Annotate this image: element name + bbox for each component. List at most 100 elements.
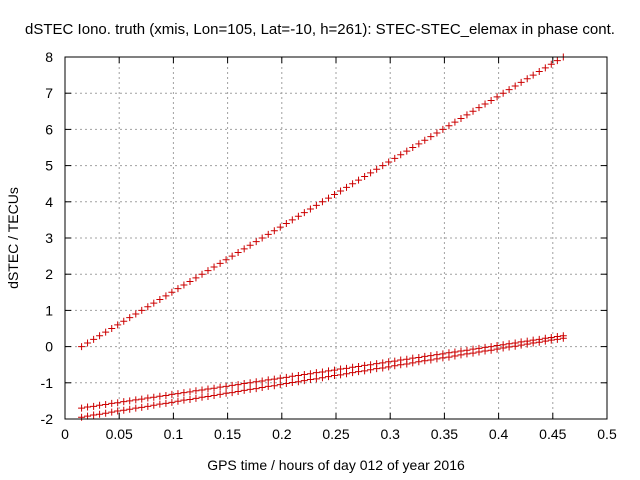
data-point-series-1	[132, 310, 140, 318]
data-point-series-3	[138, 403, 146, 411]
x-tick-label: 0.45	[539, 426, 566, 442]
data-point-series-3	[282, 380, 290, 388]
data-point-series-2	[96, 401, 104, 409]
data-point-series-1	[90, 335, 98, 343]
data-point-series-2	[234, 381, 242, 389]
data-point-series-1	[126, 314, 134, 322]
data-point-series-1	[312, 201, 320, 209]
data-point-series-2	[156, 392, 164, 400]
x-tick-label: 0.4	[489, 426, 509, 442]
data-point-series-3	[367, 366, 375, 374]
data-point-series-3	[475, 348, 483, 356]
data-point-series-3	[150, 401, 158, 409]
y-tick-label: 3	[45, 230, 53, 246]
data-point-series-1	[517, 78, 525, 86]
data-point-series-3	[451, 352, 459, 360]
data-point-series-2	[252, 378, 260, 386]
data-point-series-3	[294, 378, 302, 386]
y-tick-label: 0	[45, 339, 53, 355]
x-tick-label: 0.25	[322, 426, 349, 442]
y-tick-label: 1	[45, 302, 53, 318]
data-point-series-1	[96, 332, 104, 340]
x-tick-labels: 0 0.05 0.1 0.15 0.2 0.25 0.3 0.35 0.4 0.45 0.5	[61, 426, 617, 442]
data-point-series-1	[343, 183, 351, 191]
data-point-series-1	[186, 277, 194, 285]
data-point-series-2	[312, 369, 320, 377]
data-point-series-3	[222, 389, 230, 397]
data-point-series-1	[499, 89, 507, 97]
data-point-series-3	[547, 336, 555, 344]
data-point-series-1	[427, 133, 435, 141]
data-point-series-3	[234, 387, 242, 395]
data-point-series-2	[168, 390, 176, 398]
data-point-series-3	[276, 381, 284, 389]
data-point-series-2	[228, 381, 236, 389]
data-point-series-1	[529, 71, 537, 79]
data-point-series-1	[78, 343, 86, 351]
data-point-series-3	[343, 370, 351, 378]
y-tick-label: 8	[45, 49, 53, 65]
data-point-series-2	[180, 389, 188, 397]
data-point-series-1	[234, 248, 242, 256]
data-point-series-3	[306, 376, 314, 384]
data-point-series-3	[78, 413, 86, 421]
data-point-series-1	[222, 256, 230, 264]
data-point-series-1	[403, 147, 411, 155]
data-point-series-3	[457, 351, 465, 359]
x-tick-label: 0.1	[164, 426, 184, 442]
data-point-series-2	[150, 393, 158, 401]
data-point-series-1	[330, 191, 338, 199]
data-point-series-3	[96, 410, 104, 418]
data-point-series-3	[541, 337, 549, 345]
data-point-series-3	[330, 372, 338, 380]
data-point-series-3	[312, 375, 320, 383]
data-point-series-3	[487, 346, 495, 354]
data-point-series-3	[355, 368, 363, 376]
data-point-series-2	[282, 373, 290, 381]
data-point-series-3	[168, 398, 176, 406]
data-point-series-3	[481, 347, 489, 355]
data-point-series-1	[108, 325, 116, 332]
data-point-series-3	[90, 411, 98, 419]
data-point-series-1	[451, 118, 459, 126]
data-point-series-3	[373, 365, 381, 373]
data-point-series-1	[469, 107, 477, 115]
data-point-series-3	[216, 390, 224, 398]
data-point-series-3	[361, 367, 369, 375]
data-point-series-1	[373, 165, 381, 173]
data-point-series-1	[523, 75, 531, 83]
x-tick-label: 0.3	[380, 426, 400, 442]
data-point-series-2	[294, 372, 302, 380]
data-point-series-1	[102, 328, 110, 336]
data-points	[78, 53, 567, 421]
data-point-series-3	[493, 345, 501, 353]
data-point-series-2	[126, 397, 134, 405]
data-point-series-1	[361, 172, 369, 180]
y-axis-label: dSTEC / TECUs	[5, 187, 21, 289]
data-point-series-3	[204, 393, 212, 401]
data-point-series-2	[84, 403, 92, 411]
data-point-series-1	[282, 220, 290, 228]
data-point-series-3	[228, 389, 236, 397]
data-point-series-1	[258, 234, 266, 242]
data-point-series-3	[210, 391, 218, 399]
data-point-series-3	[258, 384, 266, 392]
data-point-series-2	[132, 396, 140, 404]
data-point-series-3	[511, 342, 519, 350]
data-point-series-2	[138, 395, 146, 403]
data-point-series-1	[306, 205, 314, 213]
x-tick-label: 0.5	[597, 426, 617, 442]
data-point-series-1	[276, 223, 284, 231]
data-point-series-1	[120, 317, 128, 325]
data-point-series-1	[367, 169, 375, 177]
data-point-series-3	[529, 339, 537, 347]
data-point-series-3	[84, 412, 92, 420]
data-point-series-3	[120, 406, 128, 414]
data-point-series-1	[349, 180, 357, 188]
data-point-series-2	[90, 402, 98, 410]
data-point-series-1	[240, 245, 248, 253]
y-tick-label: -1	[41, 375, 54, 391]
x-tick-label: 0.15	[214, 426, 241, 442]
data-point-series-1	[114, 321, 122, 329]
data-point-series-2	[276, 374, 284, 382]
